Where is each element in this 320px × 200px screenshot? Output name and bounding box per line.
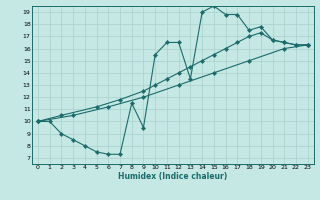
X-axis label: Humidex (Indice chaleur): Humidex (Indice chaleur) [118,172,228,181]
